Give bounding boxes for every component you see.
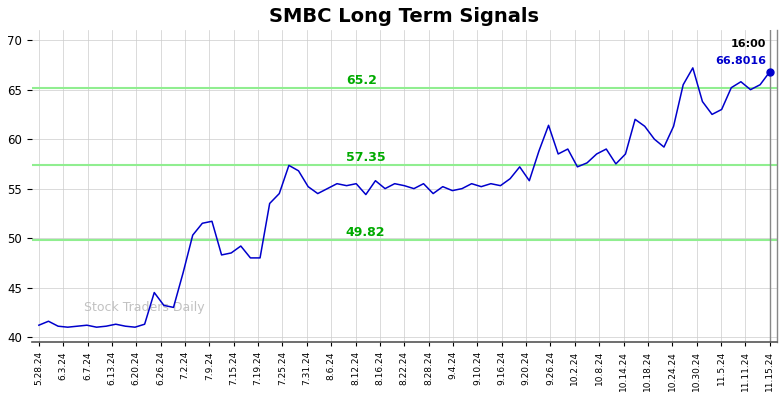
Text: 57.35: 57.35 (346, 151, 386, 164)
Text: 66.8016: 66.8016 (715, 56, 766, 66)
Text: 49.82: 49.82 (346, 226, 385, 239)
Text: 16:00: 16:00 (731, 39, 766, 49)
Text: Stock Traders Daily: Stock Traders Daily (84, 301, 205, 314)
Title: SMBC Long Term Signals: SMBC Long Term Signals (269, 7, 539, 26)
Text: 65.2: 65.2 (346, 74, 376, 87)
